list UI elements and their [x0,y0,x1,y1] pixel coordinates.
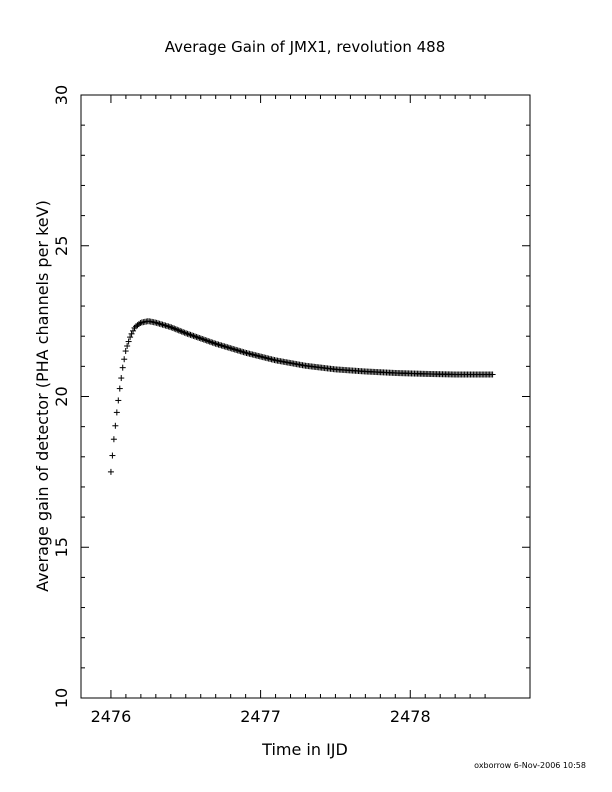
data-point [177,327,184,334]
data-point [180,329,187,336]
data-point [209,339,216,346]
data-point [196,334,203,341]
data-point [183,330,190,337]
data-point [166,323,173,330]
data-point [122,348,129,355]
y-tick-label: 20 [52,386,71,406]
footer-stamp: oxborrow 6-Nov-2006 10:58 [474,761,586,770]
data-point [191,333,198,340]
data-point [172,326,179,333]
data-point [174,326,181,333]
data-point [107,468,114,475]
data-point [188,332,195,339]
data-point [202,337,209,344]
data-point [205,338,212,345]
data-point [169,324,176,331]
data-point [121,356,128,363]
data-point [118,375,125,382]
data-point [124,343,131,350]
y-tick-label: 25 [52,236,71,256]
plot-frame [80,94,531,699]
data-point [128,330,135,337]
data-point [127,334,134,341]
y-tick-label: 10 [52,688,71,708]
data-point [190,332,197,339]
data-point [171,325,178,332]
data-point [115,397,122,404]
x-tick-label: 2476 [91,707,132,726]
x-tick-label: 2478 [390,707,431,726]
data-point [193,333,200,340]
data-point [131,324,138,331]
data-point [186,331,193,338]
data-point [116,385,123,392]
y-tick-label: 30 [52,85,71,105]
data-point [178,328,185,335]
y-axis-label: Average gain of detector (PHA channels p… [33,200,52,592]
data-point [184,330,191,337]
data-point [110,436,117,443]
data-point [119,364,126,371]
data-point [181,329,188,336]
data-point [208,339,215,346]
data-point [200,336,207,343]
data-point [203,337,210,344]
y-axis-ticks: 10 15 20 25 30 [52,85,530,708]
data-point [109,452,116,459]
data-point [125,338,132,345]
data-point [187,331,194,338]
data-point [137,319,144,326]
data-point [112,422,119,429]
x-axis-ticks: 2476 2477 2478 [91,95,486,726]
data-point [168,324,175,331]
y-tick-label: 15 [52,537,71,557]
data-point [211,340,218,347]
data-point [113,409,120,416]
chart-title: Average Gain of JMX1, revolution 488 [165,38,446,56]
data-point [175,327,182,334]
data-point [206,338,213,345]
data-point [197,335,204,342]
data-series [107,318,496,475]
x-tick-label: 2477 [240,707,281,726]
data-point [199,336,206,343]
data-point [489,371,496,378]
x-axis-label: Time in IJD [261,740,348,759]
data-point [194,334,201,341]
data-point [130,327,137,334]
